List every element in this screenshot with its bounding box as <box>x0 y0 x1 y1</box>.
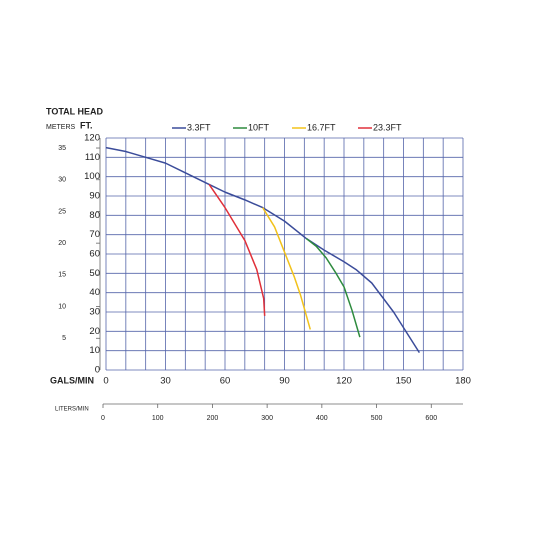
y-title: TOTAL HEAD <box>46 106 104 116</box>
y-tick-label: 10 <box>89 345 100 356</box>
y-tick-label: 30 <box>89 307 100 318</box>
x2-tick-label: 400 <box>316 415 328 422</box>
series-line <box>208 183 266 316</box>
x2-tick-label: 300 <box>261 415 273 422</box>
y-tick-label: 50 <box>89 268 100 279</box>
legend-label: 23.3FT <box>373 122 402 132</box>
y-tick-label: 60 <box>89 249 100 260</box>
y-tick-label: 20 <box>89 326 100 337</box>
y-unit: FT. <box>80 120 93 130</box>
x2-tick-label: 100 <box>152 415 164 422</box>
x2-title: LITERS/MIN <box>55 407 89 413</box>
y-tick-label: 40 <box>89 287 100 298</box>
y2-tick-label: 30 <box>58 177 66 184</box>
y-tick-label: 100 <box>84 171 100 182</box>
x-tick-label: 120 <box>336 376 352 387</box>
legend-label: 10FT <box>248 122 270 132</box>
y2-tick-label: 35 <box>58 145 66 152</box>
x2-tick-label: 200 <box>207 415 219 422</box>
x2-tick-label: 600 <box>425 415 437 422</box>
y-tick-label: 80 <box>89 210 100 221</box>
x-tick-label: 30 <box>160 376 171 387</box>
y2-tick-label: 5 <box>62 335 66 342</box>
y2-tick-label: 25 <box>58 208 66 215</box>
legend-label: 3.3FT <box>187 122 211 132</box>
y-tick-label: 90 <box>89 191 100 202</box>
y2-tick-label: 15 <box>58 272 66 279</box>
x-tick-label: 150 <box>396 376 412 387</box>
x-tick-label: 90 <box>279 376 290 387</box>
x-tick-label: 180 <box>455 376 471 387</box>
y2-title: METERS <box>46 124 76 131</box>
x2-tick-label: 0 <box>101 415 105 422</box>
y-tick-label: 110 <box>85 152 100 163</box>
legend-label: 16.7FT <box>307 122 336 132</box>
y2-tick-label: 10 <box>58 303 66 310</box>
series-line <box>305 237 361 338</box>
y-tick-label: 120 <box>84 133 100 144</box>
y-tick-label: 70 <box>89 229 100 240</box>
x2-tick-label: 500 <box>371 415 383 422</box>
x-title: GALS/MIN <box>50 375 94 385</box>
y2-tick-label: 20 <box>58 240 66 247</box>
series-line <box>262 207 312 330</box>
x-tick-label: 60 <box>220 376 231 387</box>
x-tick-label: 0 <box>103 376 108 387</box>
series-line <box>105 146 420 354</box>
y-tick-label: 0 <box>95 365 100 376</box>
